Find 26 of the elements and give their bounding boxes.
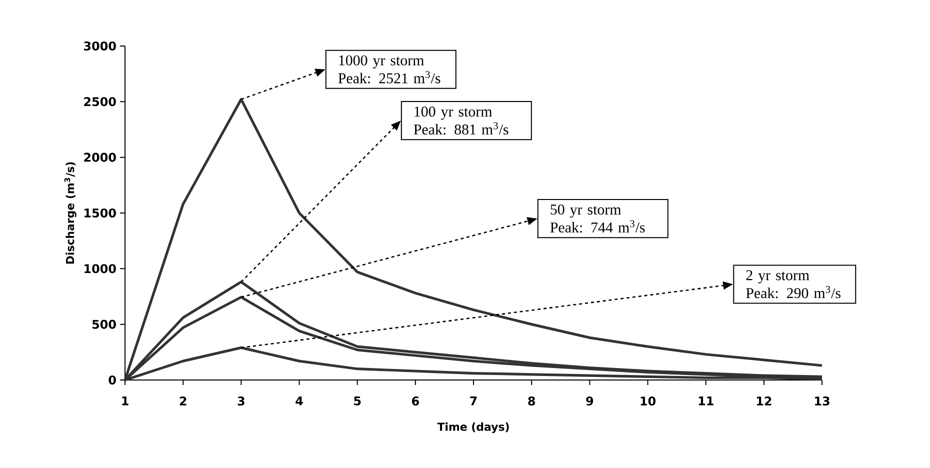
- x-tick-label: 9: [586, 396, 594, 406]
- x-tick-label: 7: [470, 396, 477, 406]
- y-tick-label: 1000: [84, 264, 116, 274]
- y-axis-title: Discharge (m$^{3}$/s): [64, 162, 76, 264]
- x-tick-label: 1: [122, 396, 128, 406]
- y-tick-label: 0: [108, 375, 116, 385]
- y-tick-label: 1500: [84, 208, 116, 218]
- x-tick-label: 11: [698, 396, 714, 406]
- y-tick-label: 2500: [84, 97, 116, 106]
- annotation: 50 yr storm Peak: 744 m$^{3}$/s: [550, 204, 645, 233]
- y-tick-label: 2000: [84, 152, 116, 162]
- x-tick-label: 5: [354, 396, 361, 406]
- annotation: 2 yr storm Peak: 290 m$^{3}$/s: [746, 270, 840, 298]
- y-tick-label: 3000: [84, 41, 116, 51]
- x-tick-label: 13: [815, 396, 830, 406]
- y-tick-label: 500: [92, 320, 116, 329]
- x-tick-label: 3: [238, 396, 244, 406]
- x-tick-label: 4: [296, 396, 303, 406]
- x-tick-label: 6: [412, 396, 419, 406]
- x-tick-label: 12: [756, 396, 772, 406]
- x-tick-label: 10: [640, 396, 656, 406]
- x-tick-label: 8: [528, 396, 536, 406]
- x-axis-title: Time (days): [437, 422, 509, 434]
- annotation: 100 yr storm Peak: 881 m$^{3}$/s: [414, 106, 508, 135]
- x-tick-label: 2: [180, 396, 186, 406]
- annotation: 1000 yr storm Peak: 2521 m$^{3}$/s: [338, 55, 440, 84]
